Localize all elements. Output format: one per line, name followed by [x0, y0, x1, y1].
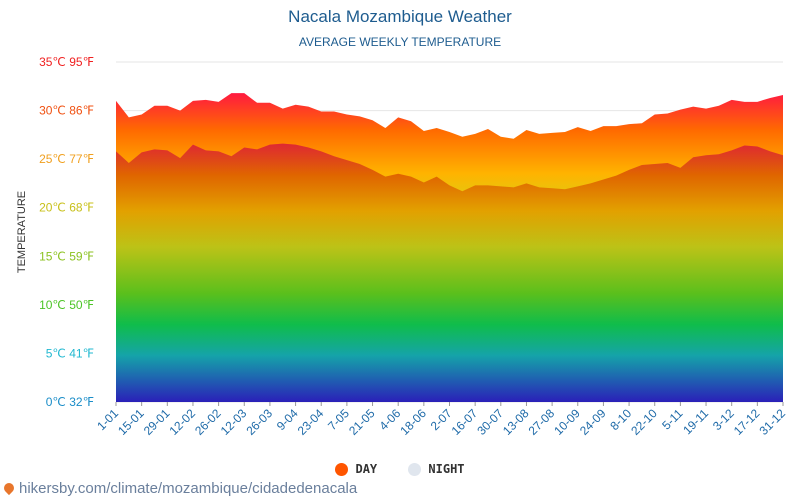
x-tick-label: 27-08 [526, 406, 558, 438]
x-tick-label: 31-12 [757, 406, 789, 438]
y-tick-label: 35℃ 95℉ [39, 55, 94, 69]
x-tick-label: 16-07 [449, 406, 481, 438]
day-swatch-icon [335, 462, 349, 476]
chart-subtitle: AVERAGE WEEKLY TEMPERATURE [298, 35, 502, 49]
legend-day-label: DAY [355, 462, 378, 476]
y-tick-label: 0℃ 32℉ [46, 395, 94, 409]
x-tick-label: 24-09 [577, 406, 609, 438]
legend-day[interactable]: DAY [335, 462, 377, 476]
y-tick-label: 10℃ 50℉ [39, 298, 94, 312]
x-tick-label: 21-05 [346, 406, 378, 438]
x-tick-label: 30-07 [474, 406, 506, 438]
night-swatch-icon [408, 462, 422, 476]
location-pin-icon [1, 480, 17, 495]
x-tick-label: 23-04 [295, 406, 327, 438]
x-tick-label: 22-10 [628, 406, 660, 438]
chart-title: Nacala Mozambique Weather [288, 7, 512, 26]
y-tick-label: 5℃ 41℉ [46, 346, 94, 360]
night-area-shade [116, 143, 783, 402]
y-tick-label: 25℃ 77℉ [39, 152, 94, 166]
x-tick-label: 10-09 [551, 406, 583, 438]
legend: DAY NIGHT [0, 462, 800, 479]
source-link[interactable]: hikersby.com/climate/mozambique/cidadede… [1, 480, 358, 497]
x-tick-label: 26-02 [192, 406, 224, 438]
x-tick-label: 13-08 [500, 406, 532, 438]
legend-night-label: NIGHT [428, 462, 465, 476]
x-tick-label: 17-12 [731, 406, 763, 438]
x-tick-label: 15-01 [115, 406, 147, 438]
y-tick-label: 30℃ 86℉ [39, 104, 94, 118]
x-tick-label: 12-03 [218, 406, 250, 438]
legend-night[interactable]: NIGHT [408, 462, 465, 476]
x-tick-label: 19-11 [680, 406, 711, 437]
source-text: hikersby.com/climate/mozambique/cidadede… [19, 480, 358, 497]
y-tick-label: 20℃ 68℉ [39, 201, 94, 215]
y-axis-label: TEMPERATURE [16, 191, 28, 273]
x-tick-label: 18-06 [397, 406, 429, 438]
x-tick-label: 26-03 [243, 406, 275, 438]
x-tick-label: 12-02 [166, 406, 198, 438]
y-tick-label: 15℃ 59℉ [39, 249, 94, 263]
x-tick-label: 29-01 [141, 406, 173, 438]
